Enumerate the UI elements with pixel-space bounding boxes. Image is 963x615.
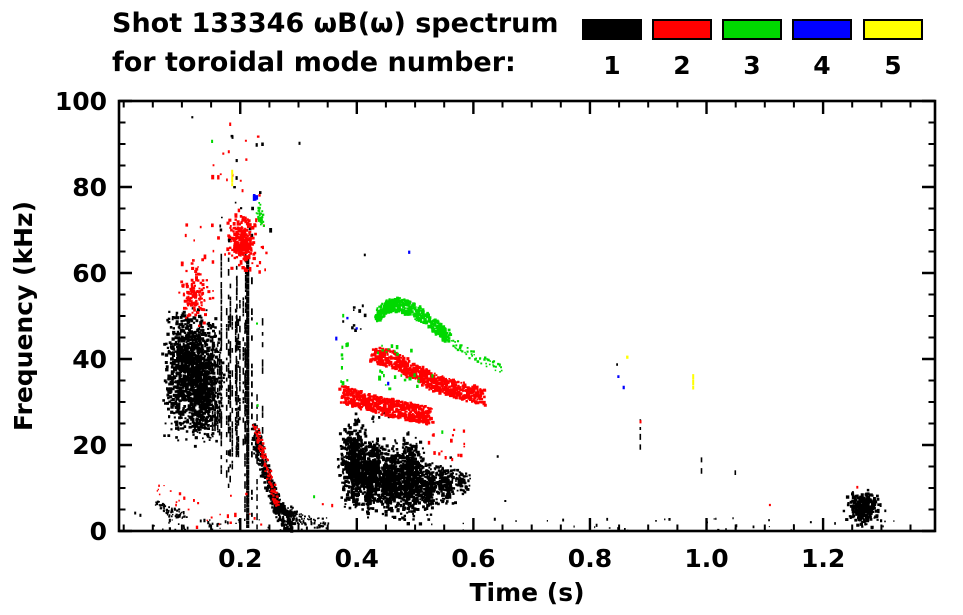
legend-label-mode-1: 1 [603,51,621,80]
cluster-band [369,346,487,407]
cluster-band [255,202,265,227]
cluster-band [338,385,435,426]
legend-label-mode-5: 5 [884,51,902,80]
series-mode-5 [231,169,695,390]
x-axis-title: Time (s) [469,578,584,607]
axis-tick-labels-layer: 0.2 0.4 0.6 0.8 1.0 1.2 0 20 40 60 80 100 [55,87,845,573]
cluster-vlines [211,253,264,513]
legend: 1 2 3 4 5 [0,0,963,90]
cluster-gauss [359,434,389,519]
cluster-band [284,505,328,530]
cluster-gauss [185,359,224,448]
x-tick-label: 0.8 [568,544,612,573]
cluster-vdash [246,257,250,528]
legend-swatch-mode-1 [582,19,642,40]
cluster-vdash [231,169,234,187]
cluster-box [431,517,895,532]
cluster-pts [229,122,859,508]
axis-ticks-layer [119,99,935,533]
cluster-band [154,500,188,519]
legend-swatch-mode-3 [722,19,782,40]
y-tick-label: 40 [72,345,107,374]
cluster-gauss [178,259,215,327]
cluster-vdash [256,394,258,530]
series-mode-3 [211,139,503,499]
cluster-gauss [453,468,471,496]
cluster-band [252,424,280,507]
cluster-box [427,428,466,460]
legend-swatch-mode-4 [792,19,852,40]
y-axis-title: Frequency (kHz) [9,201,38,431]
y-tick-label: 60 [72,259,107,288]
x-tick-label: 1.2 [801,544,845,573]
legend-label-mode-2: 2 [673,51,691,80]
cluster-box [224,208,268,274]
legend-label-mode-3: 3 [743,51,761,80]
cluster-box [340,342,349,386]
cluster-pts [616,363,618,366]
cluster-gauss [431,456,458,506]
x-tick-label: 1.0 [684,544,728,573]
legend-swatch-mode-2 [652,19,712,40]
x-tick-label: 0.2 [218,544,262,573]
legend-label-mode-4: 4 [813,51,831,80]
series-mode-4 [252,194,625,390]
cluster-box [211,135,261,197]
cluster-box [252,194,259,201]
cluster-gauss [376,444,406,519]
cluster-box [180,223,220,268]
scatter-points-layer [134,116,895,533]
y-tick-label: 20 [72,431,107,460]
cluster-vdash [639,419,642,450]
cluster-vdash [692,374,695,390]
series-mode-2 [156,122,859,529]
cluster-band [344,439,425,474]
cluster-gauss [391,431,427,526]
x-tick-label: 0.6 [451,544,495,573]
chart-title: Shot 133346 ωB(ω) spectrum [112,8,559,39]
major-ticks [119,99,935,533]
cluster-vdash [734,470,737,475]
x-tick-label: 0.4 [335,544,379,573]
cluster-box [156,484,186,507]
cluster-box [378,369,420,391]
chart-subtitle: for toroidal mode number: [112,47,516,78]
cluster-vdash [700,457,703,474]
cluster-gauss [336,419,372,510]
series-mode-1 [134,116,895,533]
y-tick-label: 0 [90,517,107,546]
minor-ticks [119,101,935,531]
cluster-pts [626,355,629,359]
plot-frame [117,99,937,533]
cluster-gauss [842,488,880,529]
cluster-box [351,304,367,332]
y-tick-label: 80 [72,173,107,202]
y-tick-label: 100 [55,87,107,116]
cluster-gauss [418,457,440,521]
cluster-vdash [251,277,253,517]
cluster-band [374,296,453,343]
legend-swatch-mode-5 [863,19,923,40]
cluster-gauss [226,213,257,270]
cluster-box [344,405,390,436]
cluster-band [450,339,503,373]
